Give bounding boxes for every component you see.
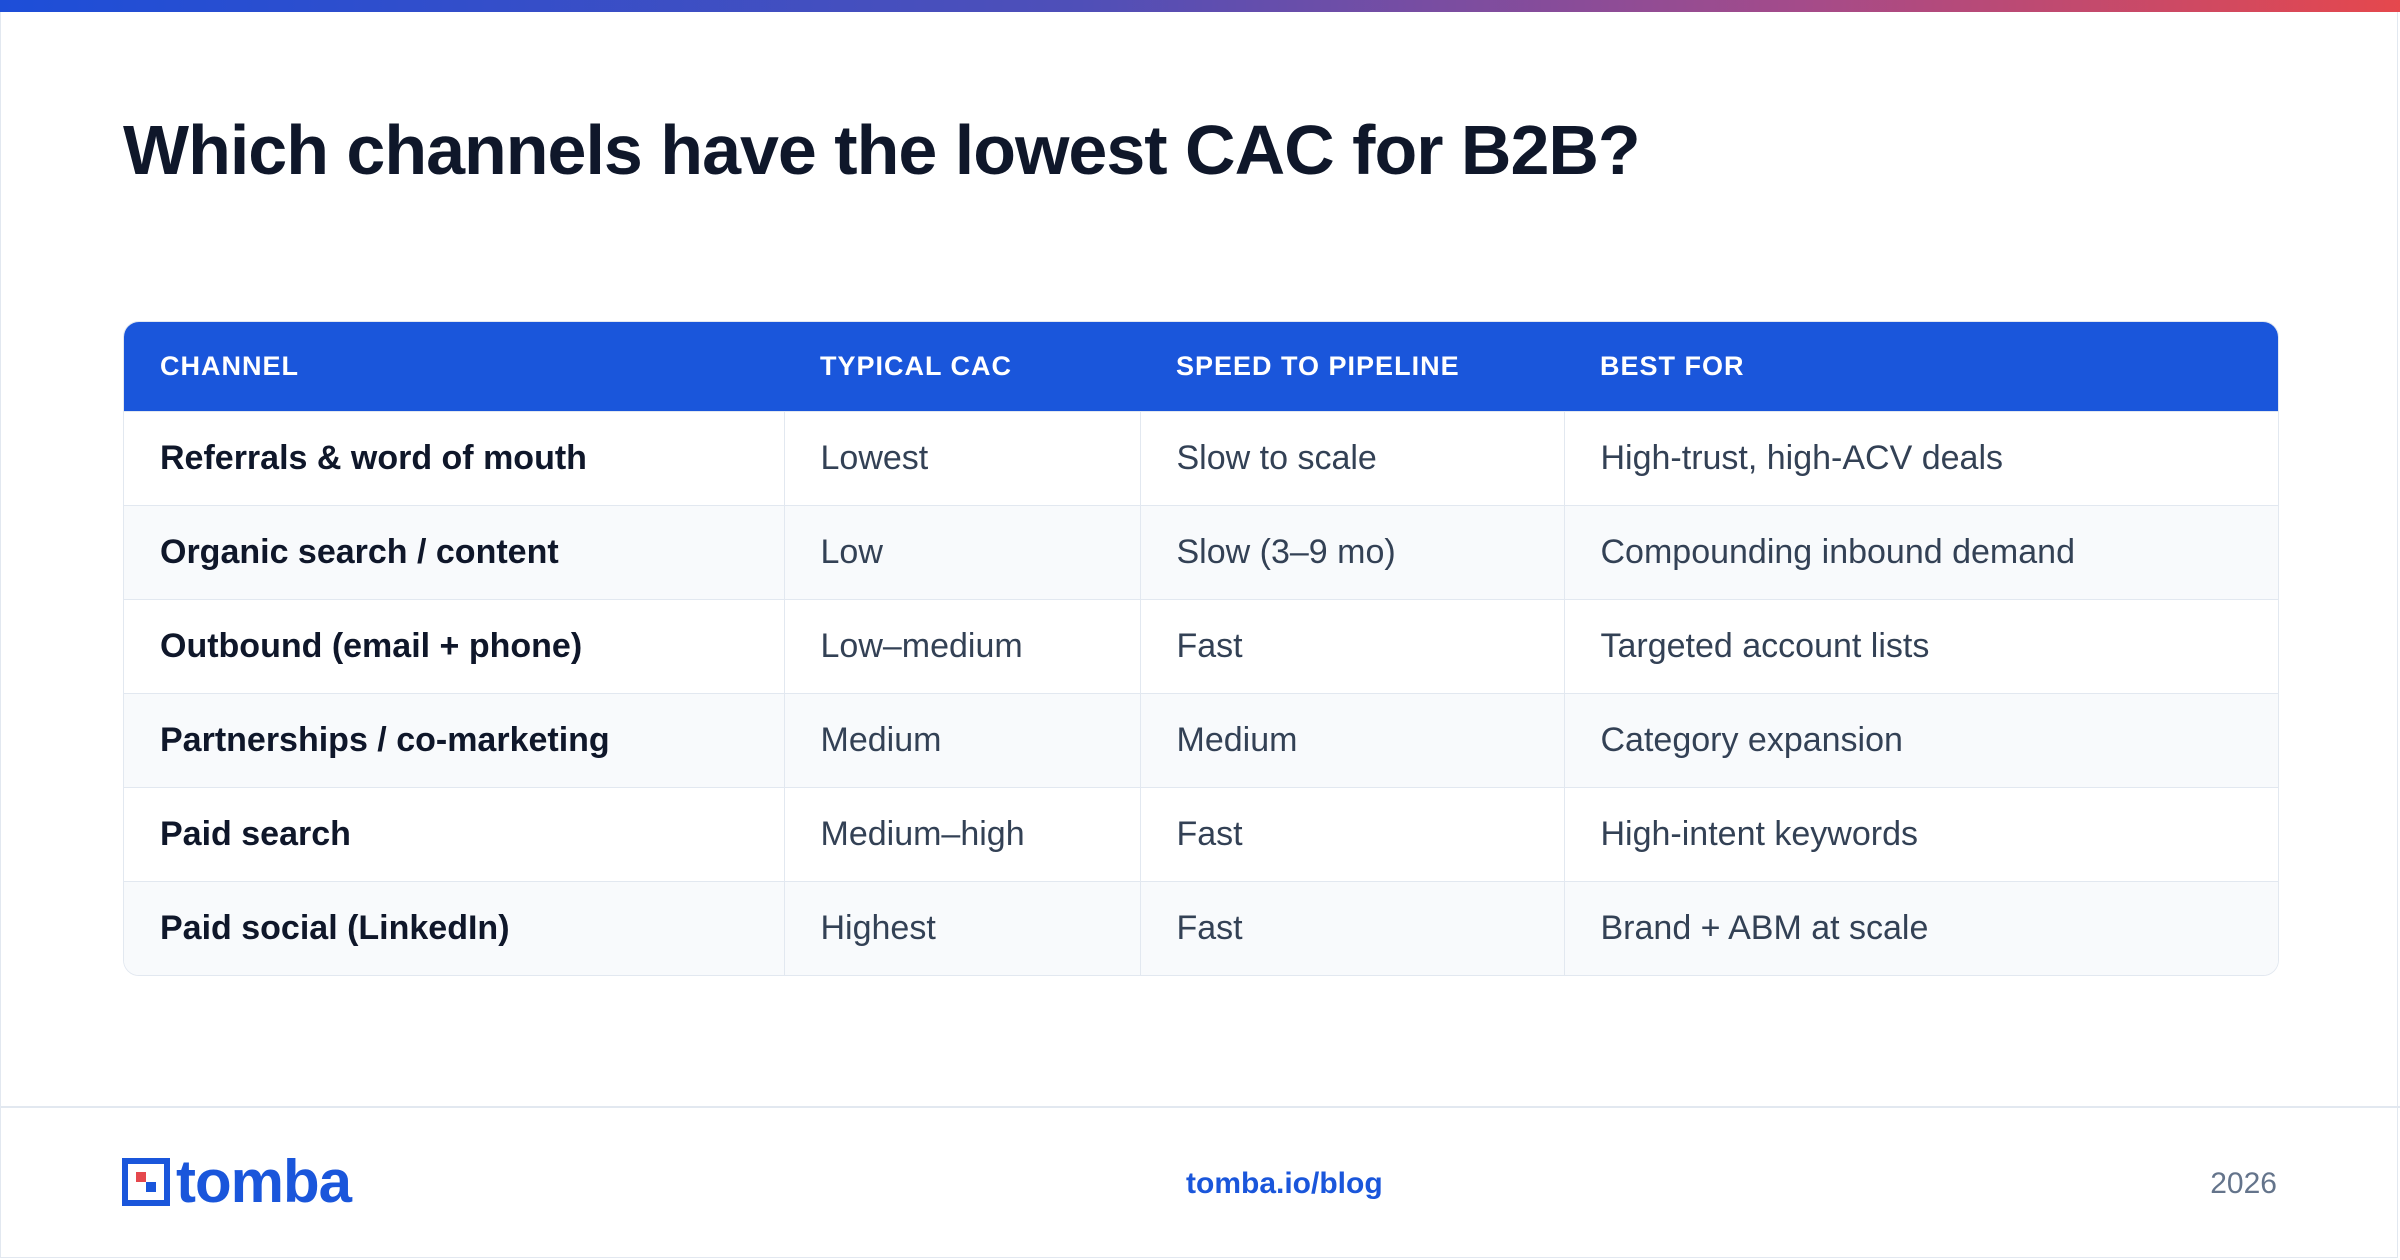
cell-best-for: High-trust, high-ACV deals [1563,411,2278,506]
cell-speed: Fast [1139,881,1564,975]
cac-table: CHANNEL TYPICAL CAC SPEED TO PIPELINE BE… [123,321,2279,976]
cell-typical-cac: Low [783,505,1140,600]
header-typical-cac: TYPICAL CAC [820,351,1013,381]
table-header-row: CHANNEL TYPICAL CAC SPEED TO PIPELINE BE… [124,322,2278,412]
header-best-for: BEST FOR [1600,351,1745,381]
table-row: Referrals & word of mouth Lowest Slow to… [124,411,2278,506]
cell-channel: Outbound (email + phone) [124,599,784,694]
cell-speed: Fast [1139,787,1564,882]
cell-typical-cac: Highest [783,881,1140,975]
cell-channel: Paid social (LinkedIn) [124,881,784,975]
cell-typical-cac: Medium–high [783,787,1140,882]
cell-channel: Referrals & word of mouth [124,411,784,506]
cell-best-for: High-intent keywords [1563,787,2278,882]
header-speed-to-pipeline: SPEED TO PIPELINE [1176,351,1460,381]
logo-text: tomba [176,1148,352,1215]
blog-link[interactable]: tomba.io/blog [1186,1167,1383,1200]
cell-speed: Fast [1139,599,1564,694]
cell-channel: Paid search [124,787,784,882]
table-row: Organic search / content Low Slow (3–9 m… [124,505,2278,600]
cell-typical-cac: Low–medium [783,599,1140,694]
cell-speed: Medium [1139,693,1564,788]
cell-best-for: Category expansion [1563,693,2278,788]
table-row: Partnerships / co-marketing Medium Mediu… [124,693,2278,788]
table-row: Paid search Medium–high Fast High-intent… [124,787,2278,882]
footer-divider [0,1106,2400,1108]
cell-typical-cac: Lowest [783,411,1140,506]
tomba-logo: tomba [122,1148,352,1215]
cell-best-for: Compounding inbound demand [1563,505,2278,600]
table-row: Paid social (LinkedIn) Highest Fast Bran… [124,881,2278,975]
cell-channel: Partnerships / co-marketing [124,693,784,788]
page-title: Which channels have the lowest CAC for B… [123,111,1641,189]
cell-typical-cac: Medium [783,693,1140,788]
cell-speed: Slow to scale [1139,411,1564,506]
year-label: 2026 [2210,1167,2277,1200]
table-row: Outbound (email + phone) Low–medium Fast… [124,599,2278,694]
cell-channel: Organic search / content [124,505,784,600]
cell-best-for: Targeted account lists [1563,599,2278,694]
tomba-logo-icon [122,1158,170,1206]
header-channel: CHANNEL [160,351,299,381]
cell-best-for: Brand + ABM at scale [1563,881,2278,975]
cell-speed: Slow (3–9 mo) [1139,505,1564,600]
top-gradient-bar [0,0,2400,12]
